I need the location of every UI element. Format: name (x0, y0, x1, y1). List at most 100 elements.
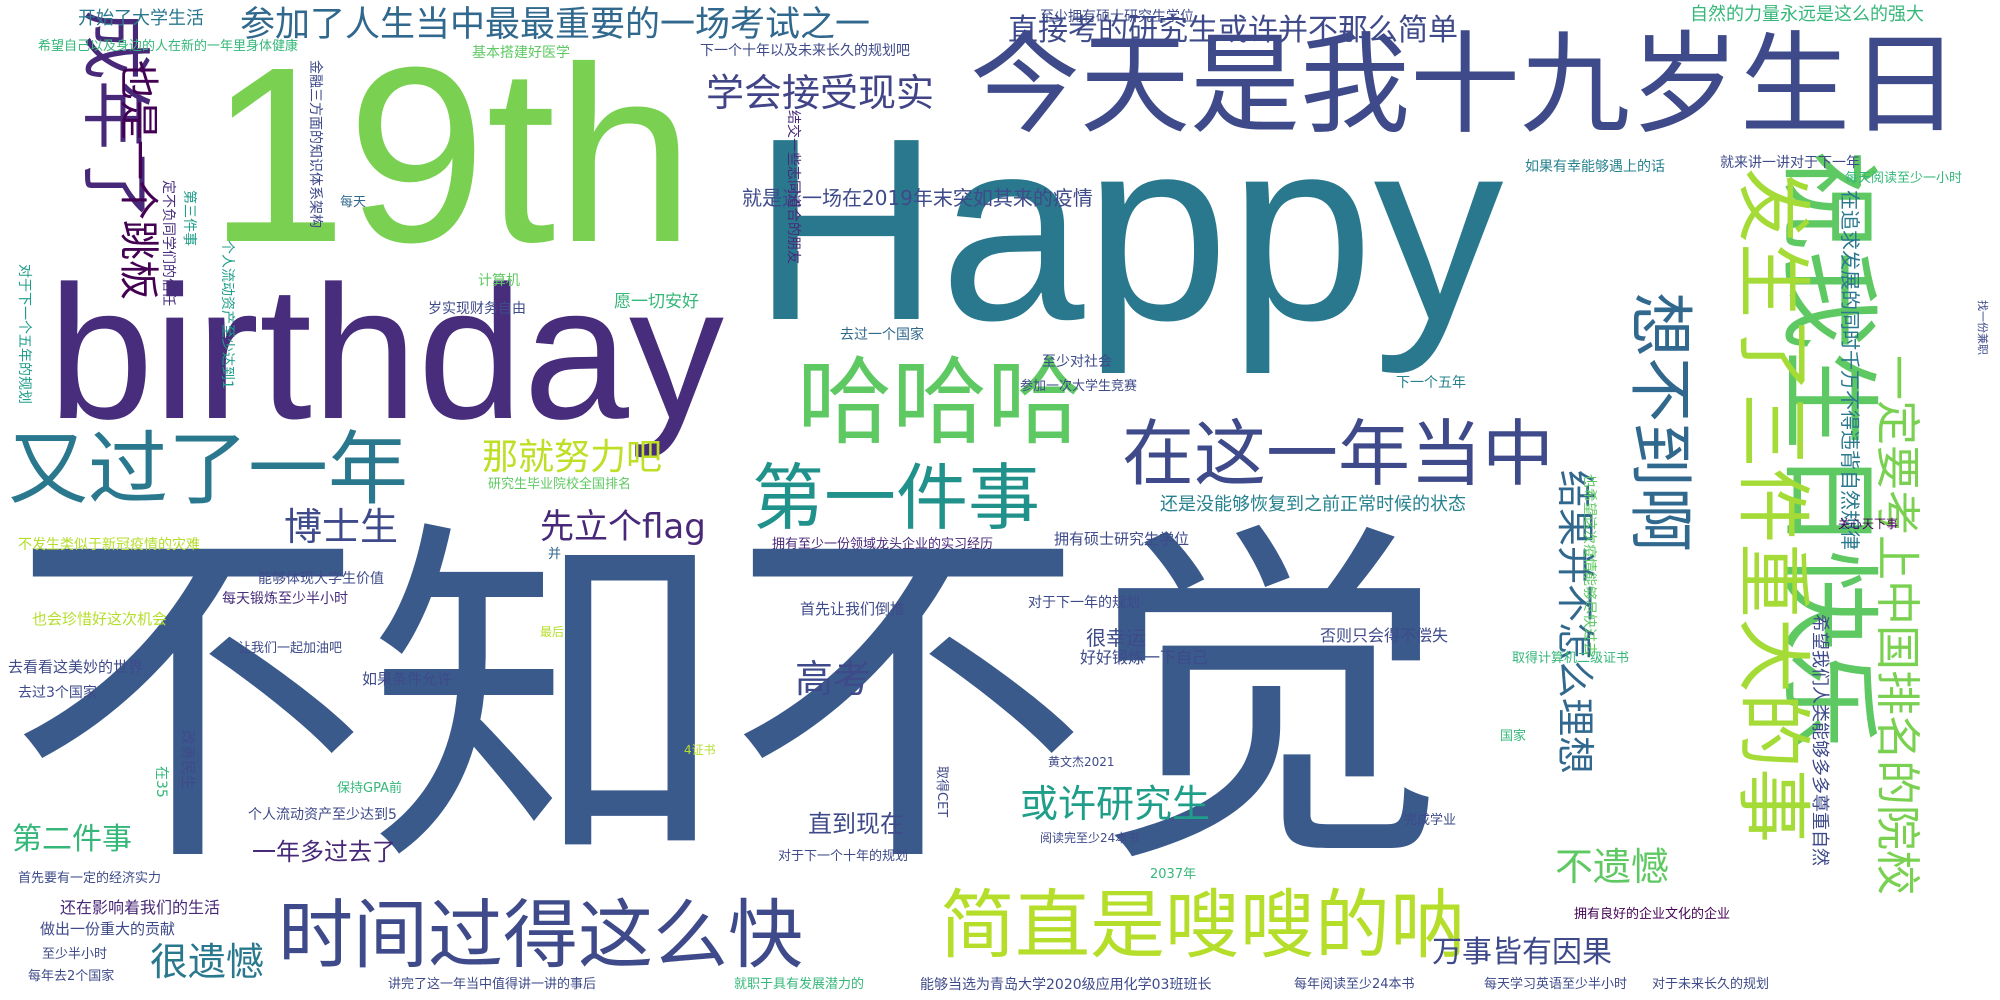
word-contribution: 做出一份重大的贡献 (40, 920, 176, 938)
word-all-well: 愿一切安好 (614, 292, 699, 312)
word-ten-year-plan: 下一个十年以及未来长久的规划吧 (700, 43, 910, 59)
word-pandemic-pass-vertical: 也希望这次疫情能够尽快过去 (1581, 474, 1597, 656)
word-author-2021: 黄文杰2021 (1048, 755, 1115, 769)
word-long-term: 对于未来长久的规划 (1652, 977, 1770, 992)
word-hahaha: 哈哈哈 (797, 348, 1083, 458)
word-exercise: 每天锻炼至少半小时 (222, 591, 348, 607)
word-medicine: 基本搭建好医学 (472, 45, 570, 61)
word-loss: 否则只会得不偿失 (1320, 626, 1449, 645)
word-respect-nature-vertical: 希望我们人类能够多多尊重自然 (1809, 614, 1830, 866)
word-cet-vertical: 取得CET (934, 766, 949, 818)
word-birthday: birthday (48, 247, 724, 459)
word-student-value: 能够体现大学生价值 (258, 571, 384, 587)
word-society: 至少对社会 (1042, 354, 1112, 370)
word-regret: 很遗憾 (150, 940, 265, 984)
word-at-35-vertical: 在35 (153, 766, 169, 798)
word-springboard-vertical: 也是一个跳板 (115, 60, 161, 300)
word-buzhibujue: 不知不觉 (8, 492, 1448, 911)
word-after-talk: 讲完了这一年当中值得讲一讲的事后 (388, 977, 597, 992)
word-this-year: 在这一年当中 (1122, 412, 1555, 496)
word-read-24: 阅读完至少24本书 (1040, 831, 1140, 845)
word-three-events-vertical: 发生了三件重大的事 (1729, 168, 1817, 844)
word-swoosh: 简直是嗖嗖的呐 (940, 881, 1466, 969)
word-cause-effect: 万事皆有因果 (1432, 935, 1612, 970)
word-pandemic: 就是这一场在2019年末突如其来的疫情 (742, 186, 1093, 210)
word-livelihood-vertical: 改善民生 (179, 730, 197, 791)
word-finally: 最后 (540, 625, 565, 639)
word-year-passed: 一年多过去了 (252, 838, 396, 866)
word-19th: 19th (208, 15, 695, 294)
word-top-school-vertical: 一定要考上中国排名的院校 (1871, 355, 1924, 896)
word-time-flies: 时间过得这么快 (278, 891, 804, 979)
word-unexpected-vertical: 想不到啊 (1622, 292, 1697, 553)
word-internship: 拥有至少一份领域龙头企业的实习经历 (772, 537, 994, 552)
word-care-world: 关心天下事 (1838, 517, 1899, 531)
word-college-life: 开始了大学生活 (78, 8, 204, 29)
word-third-event-vertical: 第三件事 (181, 190, 197, 246)
word-next-five: 下一个五年 (1396, 375, 1466, 391)
word-next-year: 就来讲一讲对于下一年 (1720, 155, 1860, 171)
word-class-monitor: 能够当选为青岛大学2020级应用化学03班班长 (920, 977, 1212, 993)
word-today-19: 今天是我十九岁生日 (970, 21, 1960, 149)
word-nature-power: 自然的力量永远是这么的强大 (1690, 4, 1924, 25)
word-computer-cert: 取得计算机二级证书 (1512, 651, 1630, 666)
word-important-exam: 参加了人生当中最最重要的一场考试之一 (240, 5, 871, 45)
word-phd: 博士生 (284, 505, 399, 549)
word-good-culture: 拥有良好的企业文化的企业 (1574, 907, 1731, 922)
word-read-hour: 每天阅读至少一小时 (1845, 171, 1963, 186)
word-first-event: 第一件事 (752, 456, 1041, 540)
word-next-year-plan: 对于下一年的规划 (1028, 595, 1140, 611)
word-gpa: 保持GPA前 (337, 781, 402, 796)
word-part-time-vertical: 找一份兼职 (1976, 300, 1989, 355)
word-work-hard: 那就努力吧 (482, 437, 663, 478)
word-economic: 首先要有一定的经济实力 (18, 871, 162, 886)
word-happy: Happy (752, 85, 1504, 375)
word-five-year-plan-vertical: 对于下一个五年的规划 (16, 264, 32, 404)
word-yearly-read: 每年阅读至少24本书 (1294, 977, 1415, 992)
word-knowledge-vertical: 金融三方面的知识体系架构 (307, 60, 323, 228)
word-if-lucky: 如果有幸能够遇上的话 (1525, 159, 1665, 175)
word-not-recovered: 还是没能够恢复到之前正常时候的状态 (1160, 494, 1466, 515)
word-three-countries: 去过3个国家 (18, 685, 97, 701)
word-backward: 首先让我们倒推 (800, 600, 906, 618)
word-maybe-grad: 或许研究生 (1020, 782, 1211, 826)
word-gaokao: 高考 (795, 657, 872, 701)
word-cherish: 也会珍惜好这次机会 (32, 610, 168, 628)
word-country: 国家 (1500, 729, 1527, 744)
word-half-hour: 至少半小时 (42, 947, 108, 962)
word-friends-vertical: 结交一些志同道合的朋友 (785, 110, 801, 264)
word-2037: 2037年 (1150, 867, 1197, 882)
word-no-regret: 不遗憾 (1555, 845, 1670, 889)
word-school-ranking: 研究生毕业院校全国排名 (488, 477, 632, 492)
word-computer: 计算机 (478, 273, 520, 289)
word-flag: 先立个flag (540, 507, 706, 547)
word-master-degree-2: 拥有硕士研究生学位 (1054, 530, 1190, 548)
word-if-allowed: 如果条件允许 (362, 670, 453, 688)
word-grad-not-easy: 直接考的研究生或许并不那么简单 (1008, 13, 1458, 48)
word-financial-freedom: 岁实现财务自由 (428, 301, 526, 317)
word-master-degree: 至少拥有硕士研究生学位 (1040, 9, 1194, 25)
word-follow-nature-vertical: 在追求发展的同时千万不得违背自然规律 (1838, 190, 1862, 550)
word-one-country: 去过一个国家 (840, 327, 924, 343)
word-trust-vertical: 定不负同学们的信任 (160, 180, 176, 306)
word-see-world: 去看看这美妙的世界 (8, 658, 144, 676)
word-ten-year: 对于下一个十年的规划 (778, 849, 909, 864)
word-two-countries: 每年去2个国家 (28, 969, 115, 984)
word-until-now: 直到现在 (808, 810, 904, 838)
word-health-wish: 希望自己以及身边的人在新的一年里身体健康 (38, 39, 299, 54)
word-assets-1-vertical: 个人流动资产至少达到1 (219, 240, 235, 389)
word-4-cert: 4证书 (684, 743, 716, 757)
word-finish-study: 完成学业 (1404, 813, 1457, 828)
word-another-year: 又过了一年 (8, 423, 408, 516)
word-english: 每天学习英语至少半小时 (1484, 977, 1628, 992)
word-affecting: 还在影响着我们的生活 (60, 898, 221, 917)
word-second-event: 第二件事 (12, 822, 132, 857)
word-competition: 参加一次大学生竞赛 (1020, 379, 1138, 394)
word-assets-5: 个人流动资产至少达到5 (248, 807, 397, 823)
word-everyday: 每天 (340, 195, 367, 210)
word-lucky: 很幸运 (1086, 626, 1146, 650)
word-train-self: 好好锻炼一下自己 (1080, 648, 1209, 667)
word-no-disaster: 不发生类似于新冠疫情的灾难 (18, 537, 200, 553)
word-and: 并 (548, 547, 562, 562)
